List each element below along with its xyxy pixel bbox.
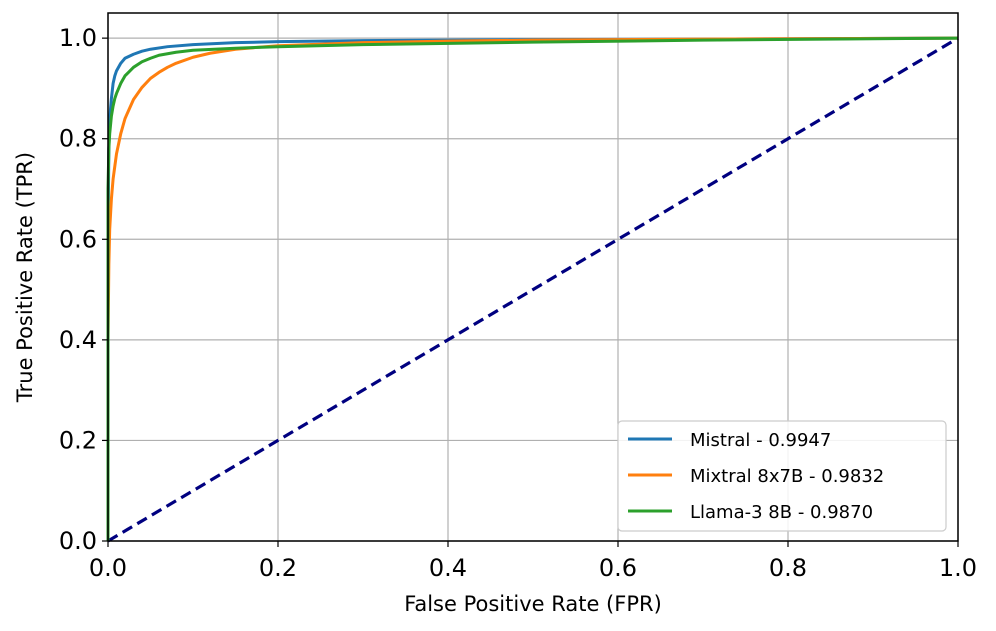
x-tick-label: 0.2 — [259, 554, 297, 582]
y-tick-label: 0.2 — [59, 426, 97, 454]
y-tick-label: 0.4 — [59, 326, 97, 354]
legend-label: Mixtral 8x7B - 0.9832 — [690, 466, 884, 487]
legend: Mistral - 0.9947 Mixtral 8x7B - 0.9832 Lla… — [617, 420, 947, 532]
reference-diagonal-line — [107, 36, 959, 543]
series-group — [106, 36, 959, 541]
x-tick-label: 0.4 — [429, 554, 467, 582]
series-line-1 — [106, 36, 959, 541]
legend-label: Mistral - 0.9947 — [690, 430, 831, 451]
legend-box — [617, 420, 947, 532]
x-tick-label: 1.0 — [939, 554, 977, 582]
series-line-2 — [106, 36, 959, 541]
y-axis-label: True Positive Rate (TPR) — [13, 152, 37, 403]
x-tick-label: 0.0 — [89, 554, 127, 582]
x-axis-label: False Positive Rate (FPR) — [404, 592, 662, 616]
ticks: 0.0 0.2 0.4 0.6 0.8 1.0 0.0 0.2 0.4 0.6 0.8 1.0 — [59, 24, 977, 582]
x-tick-label: 0.8 — [769, 554, 807, 582]
series-line-3 — [106, 36, 959, 541]
y-tick-label: 1.0 — [59, 24, 97, 52]
y-tick-label: 0.8 — [59, 125, 97, 153]
legend-label: Llama-3 8B - 0.9870 — [690, 502, 873, 523]
y-tick-label: 0.0 — [59, 527, 97, 555]
x-tick-label: 0.6 — [599, 554, 637, 582]
plot-frame — [107, 12, 959, 542]
reference-line-group — [107, 36, 959, 543]
y-tick-label: 0.6 — [59, 225, 97, 253]
